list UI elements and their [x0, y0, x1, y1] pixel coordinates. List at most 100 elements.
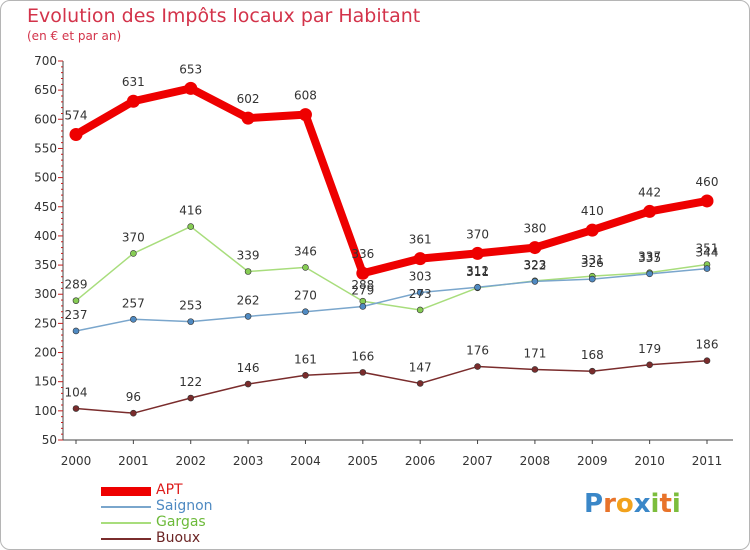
data-label-buoux: 146	[237, 361, 260, 375]
data-point-apt	[184, 81, 198, 95]
series-line-apt	[72, 84, 711, 278]
data-label-apt: 442	[638, 185, 661, 199]
data-point-apt	[700, 194, 714, 208]
data-label-apt: 370	[466, 227, 489, 241]
data-point-apt	[298, 108, 312, 122]
logo-letter: x	[633, 489, 651, 519]
data-label-gargas: 370	[122, 230, 145, 244]
data-point-buoux	[646, 361, 653, 369]
data-label-apt: 631	[122, 75, 145, 89]
data-point-apt	[585, 223, 599, 237]
legend-label-gargas: Gargas	[156, 514, 206, 530]
data-label-buoux: 186	[696, 338, 719, 352]
data-point-saignon	[416, 289, 424, 296]
data-label-saignon: 335	[638, 251, 661, 265]
y-tick-label: 700	[34, 54, 57, 68]
logo-letter: i	[671, 489, 681, 519]
data-point-saignon	[531, 278, 539, 285]
data-point-buoux	[416, 380, 424, 387]
y-tick-label: 50	[42, 433, 57, 447]
data-point-buoux	[244, 380, 252, 388]
data-label-saignon: 237	[65, 308, 88, 322]
data-point-gargas	[72, 297, 80, 304]
data-label-saignon: 322	[523, 258, 546, 272]
y-tick-label: 650	[34, 83, 57, 97]
data-point-gargas	[416, 306, 424, 314]
chart-subtitle: (en € et par an)	[27, 29, 122, 43]
data-point-buoux	[703, 357, 711, 365]
data-label-gargas: 311	[466, 265, 489, 279]
data-label-saignon: 303	[409, 269, 432, 283]
data-point-saignon	[72, 327, 80, 335]
data-label-saignon: 253	[179, 299, 202, 313]
data-label-saignon: 326	[581, 256, 604, 270]
data-label-gargas: 416	[179, 204, 202, 218]
data-label-apt: 608	[294, 89, 317, 103]
logo-letter: r	[603, 489, 616, 519]
data-label-gargas: 273	[409, 287, 432, 301]
legend-swatch-buoux	[101, 538, 151, 540]
data-point-apt	[356, 266, 370, 280]
data-point-apt	[471, 246, 485, 260]
data-point-apt	[69, 127, 83, 141]
data-point-buoux	[588, 367, 596, 375]
data-label-saignon: 257	[122, 296, 145, 310]
y-tick-label: 100	[34, 404, 57, 418]
proxiti-logo: Proxiti	[584, 489, 681, 519]
series-line-saignon	[75, 267, 708, 332]
x-tick-label: 2005	[348, 454, 379, 468]
data-point-apt	[528, 241, 542, 255]
y-tick-label: 450	[34, 200, 57, 214]
y-tick-label: 300	[34, 287, 57, 301]
data-point-buoux	[72, 405, 80, 412]
data-point-gargas	[302, 264, 309, 271]
data-label-buoux: 176	[466, 344, 489, 358]
x-tick-label: 2004	[290, 454, 321, 468]
data-label-saignon: 270	[294, 289, 317, 303]
data-label-gargas: 337	[638, 250, 661, 264]
data-label-buoux: 161	[294, 352, 317, 366]
data-label-apt: 574	[65, 108, 88, 122]
data-label-apt: 653	[179, 62, 202, 76]
data-point-saignon	[302, 308, 309, 316]
data-label-saignon: 279	[351, 283, 374, 297]
x-tick-label: 2001	[118, 454, 149, 468]
data-label-apt: 410	[581, 204, 604, 218]
y-tick-label: 250	[34, 316, 57, 330]
data-label-buoux: 104	[65, 386, 88, 400]
logo-letter: i	[650, 489, 660, 519]
data-point-buoux	[474, 363, 481, 370]
x-tick-label: 2002	[175, 454, 206, 468]
data-label-buoux: 147	[409, 360, 432, 374]
x-tick-label: 2009	[577, 454, 608, 468]
legend-label-saignon: Saignon	[156, 498, 213, 514]
y-tick-label: 150	[34, 375, 57, 389]
data-label-saignon: 262	[237, 293, 260, 307]
data-point-saignon	[187, 318, 195, 325]
data-point-saignon	[359, 303, 367, 310]
x-tick-label: 2003	[233, 454, 264, 468]
y-tick-label: 200	[34, 346, 57, 360]
data-label-gargas: 339	[237, 248, 260, 262]
y-tick-label: 400	[34, 229, 57, 243]
data-point-gargas	[244, 268, 252, 275]
data-point-saignon	[244, 313, 252, 320]
data-point-buoux	[187, 394, 195, 402]
data-point-saignon	[646, 270, 653, 278]
data-label-buoux: 166	[351, 349, 374, 363]
y-tick-label: 500	[34, 171, 57, 185]
data-point-saignon	[588, 275, 596, 283]
data-label-gargas: 289	[65, 278, 88, 292]
data-label-saignon: 344	[696, 246, 719, 260]
data-label-buoux: 168	[581, 348, 604, 362]
data-point-buoux	[531, 366, 539, 373]
data-label-gargas: 346	[294, 244, 317, 258]
logo-letter: P	[584, 489, 604, 519]
data-label-gargas: 331	[581, 253, 604, 267]
legend-swatch-apt	[101, 487, 151, 496]
data-point-gargas	[187, 223, 195, 230]
data-point-buoux	[130, 409, 137, 417]
series-line-gargas	[75, 225, 708, 311]
data-point-apt	[126, 94, 140, 108]
legend-swatch-gargas	[101, 522, 151, 524]
